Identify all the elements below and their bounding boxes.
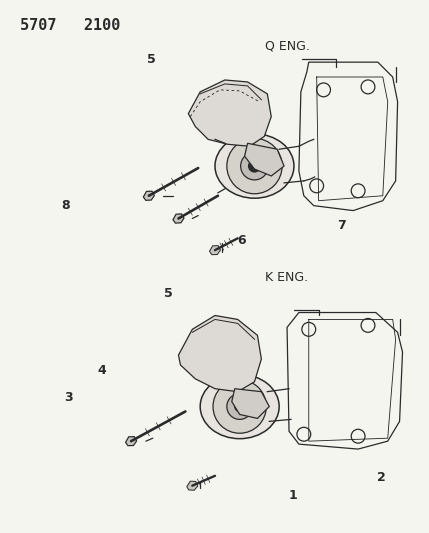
Circle shape <box>227 139 282 194</box>
Ellipse shape <box>200 374 279 439</box>
Text: 7: 7 <box>337 219 346 232</box>
Polygon shape <box>143 191 154 200</box>
Text: 8: 8 <box>61 199 70 212</box>
Polygon shape <box>126 437 136 446</box>
Polygon shape <box>188 80 271 146</box>
Circle shape <box>248 160 260 172</box>
Circle shape <box>213 380 266 433</box>
Text: 5: 5 <box>163 287 172 301</box>
Polygon shape <box>173 214 184 223</box>
Text: 5707   2100: 5707 2100 <box>20 18 120 33</box>
Text: 1: 1 <box>288 489 297 503</box>
Circle shape <box>241 152 268 180</box>
Text: 4: 4 <box>98 365 107 377</box>
Text: Q ENG.: Q ENG. <box>265 39 310 53</box>
Polygon shape <box>245 143 284 176</box>
Polygon shape <box>209 246 221 255</box>
Polygon shape <box>187 481 198 490</box>
Ellipse shape <box>215 134 294 198</box>
Text: 2: 2 <box>378 471 386 484</box>
Polygon shape <box>232 389 269 418</box>
Text: 6: 6 <box>238 233 246 247</box>
Circle shape <box>235 401 245 411</box>
Text: K ENG.: K ENG. <box>265 271 308 284</box>
Text: 3: 3 <box>64 391 73 404</box>
Polygon shape <box>178 316 261 392</box>
Circle shape <box>227 394 253 419</box>
Text: 5: 5 <box>147 53 155 66</box>
